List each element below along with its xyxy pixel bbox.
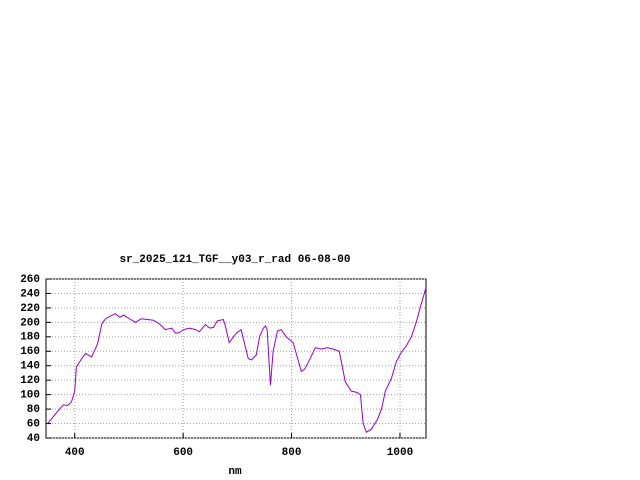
x-tick-label: 800 <box>282 447 302 459</box>
chart-title: sr_2025_121_TGF__y03_r_rad 06-08-00 <box>119 254 350 266</box>
x-tick-label: 600 <box>173 447 193 459</box>
y-tick-label: 260 <box>20 274 40 286</box>
y-tick-label: 180 <box>20 332 40 344</box>
data-line <box>47 287 427 433</box>
x-axis-label: nm <box>228 466 242 478</box>
y-tick-label: 40 <box>27 433 40 445</box>
y-tick-label: 240 <box>20 288 40 300</box>
y-tick-label: 220 <box>20 303 40 315</box>
y-tick-label: 120 <box>20 375 40 387</box>
y-tick-label: 200 <box>20 317 40 329</box>
x-tick-label: 1000 <box>387 447 413 459</box>
y-tick-label: 60 <box>27 418 40 430</box>
y-tick-label: 160 <box>20 346 40 358</box>
y-tick-label: 80 <box>27 404 40 416</box>
y-tick-label: 100 <box>20 390 40 402</box>
x-tick-label: 400 <box>65 447 85 459</box>
y-tick-label: 140 <box>20 361 40 373</box>
plot-frame <box>45 278 427 439</box>
